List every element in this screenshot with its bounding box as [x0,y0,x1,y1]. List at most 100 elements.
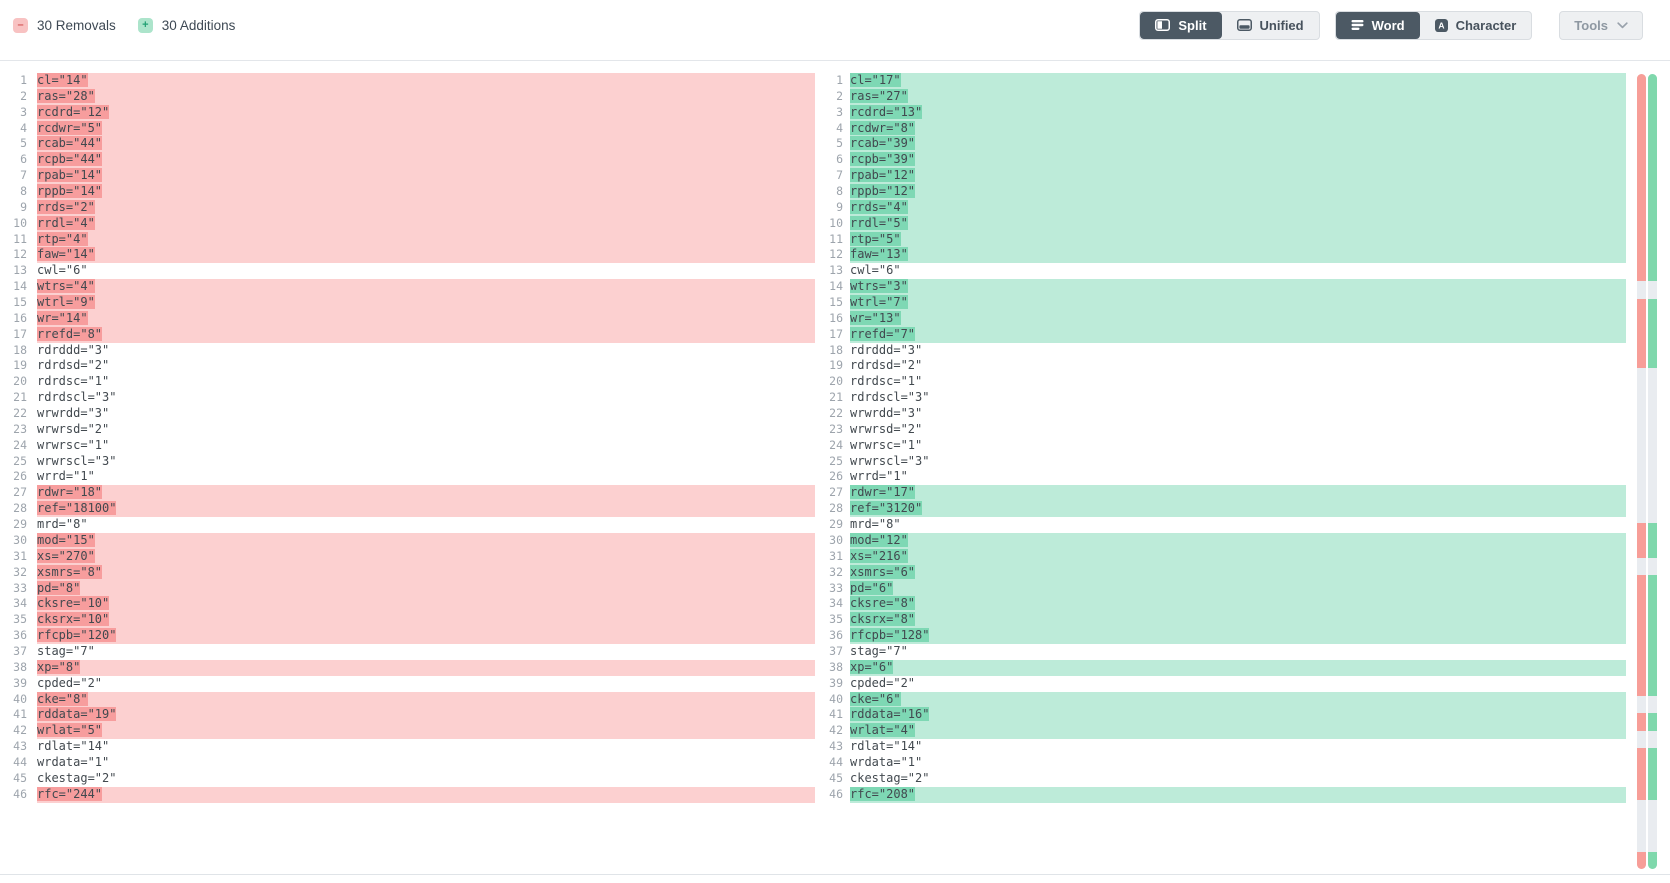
right-code-cell: pd="6" [850,580,1626,597]
removed-word: rfc="244" [37,786,103,801]
character-diff-label: Character [1455,17,1517,33]
minimap-addition-segment [1648,246,1657,265]
minimap-removal-segment [1637,540,1646,558]
left-line-number: 4 [20,120,27,135]
removals-count-label: 30 Removals [37,17,116,33]
left-line-number: 13 [13,263,27,278]
right-code-cell: rfcpb="128" [850,628,1626,644]
right-line-number: 1 [836,73,843,87]
left-code-cell: cl="14" [37,73,815,89]
minimap-addition-segment [1648,177,1657,195]
minimap-removal-segment [1637,246,1646,265]
left-line-number: 33 [13,580,27,595]
minimap-addition-segment [1648,834,1657,852]
right-code-cell: wrwrsd="2" [850,421,923,436]
removed-word: rcdrd="12" [37,104,110,119]
diff-row: 22 wrwrdd="3" 22 wrwrdd="3" [0,406,1670,422]
left-line-number: 15 [13,295,27,310]
tools-label: Tools [1574,17,1608,33]
right-line-number: 36 [829,628,843,643]
diff-row: 5 rcab="44" 5 rcab="39" [0,136,1670,153]
character-diff-button[interactable]: A Character [1420,12,1532,39]
right-line-number: 15 [829,295,843,310]
minimap-removal-segment [1637,678,1646,697]
left-code-cell: stag="7" [37,643,95,658]
granularity-toggle: Word A Character [1334,10,1533,40]
left-line-number: 17 [13,326,27,341]
right-code-cell: wtrs="3" [850,279,1626,296]
right-code-cell: faw="13" [850,247,1626,264]
left-code-cell: rdlat="14" [37,739,110,754]
left-code-cell: faw="14" [37,247,815,264]
diff-row: 15 wtrl="9" 15 wtrl="7" [0,295,1670,311]
split-view-button[interactable]: Split [1140,11,1222,39]
added-word: wtrs="3" [850,279,908,294]
left-line-number: 37 [13,643,27,658]
svg-text:A: A [1438,20,1444,30]
minimap-addition-segment [1648,747,1657,766]
minimap-addition-segment [1648,575,1657,593]
added-word: rrds="4" [850,199,908,214]
added-word: rrefd="7" [850,326,916,341]
minimap-addition-segment [1648,367,1657,386]
minimap-addition-segment [1648,782,1657,800]
right-line-number: 3 [836,104,843,119]
removed-word: xs="270" [37,548,95,563]
minimap-removal-segment [1637,488,1646,507]
added-word: rfcpb="128" [850,628,930,643]
right-line-number: 18 [829,342,843,357]
left-code-cell: xs="270" [37,548,815,565]
added-word: rcpb="39" [850,152,916,167]
right-code-cell: wr="13" [850,310,1626,327]
removed-word: faw="14" [37,247,95,262]
left-line-number: 34 [13,596,27,611]
right-line-number: 45 [829,770,843,785]
chevron-down-icon [1617,21,1628,29]
minimap-removal-segment [1637,350,1646,368]
left-line-number: 3 [20,104,27,119]
word-diff-label: Word [1371,17,1405,33]
diff-row: 42 wrlat="5" 42 wrlat="4" [0,723,1670,740]
removed-word: rppb="14" [37,184,103,199]
word-diff-button[interactable]: Word [1335,11,1420,39]
left-code-cell: rcdrd="12" [37,104,815,121]
right-code-cell: cke="6" [850,691,1626,708]
right-code-cell: rppb="12" [850,184,1626,200]
diff-row: 13 cwl="6" 13 cwl="6" [0,263,1670,279]
minimap-removal-segment [1637,143,1646,161]
minimap-removal-segment [1637,91,1646,109]
minimap-addition-segment [1648,851,1657,869]
left-line-number: 32 [13,564,27,579]
left-line-number: 16 [13,310,27,325]
left-code-cell: ref="18100" [37,501,815,518]
right-code-cell: wtrl="7" [850,295,1626,311]
removed-word: rpab="14" [37,168,103,183]
minimap-addition-segment [1648,609,1657,627]
minimap-addition-segment [1648,160,1657,178]
minimap-removal-segment [1637,661,1646,679]
right-line-number: 39 [829,675,843,690]
left-line-number: 39 [13,675,27,690]
added-word: pd="6" [850,580,894,595]
left-line-number: 36 [13,628,27,643]
right-line-number: 43 [829,739,843,754]
tools-dropdown-button[interactable]: Tools [1559,10,1643,40]
right-line-number: 16 [829,310,843,325]
right-line-number: 27 [829,485,843,500]
diff-row: 37 stag="7" 37 stag="7" [0,644,1670,660]
right-line-number: 4 [836,120,843,135]
removed-word: rcab="44" [37,136,103,151]
diff-row: 41 rddata="19" 41 rddata="16" [0,707,1670,724]
left-line-number: 7 [20,168,27,183]
right-code-cell: cwl="6" [850,263,901,278]
right-line-number: 17 [829,326,843,341]
unified-view-button[interactable]: Unified [1222,12,1319,39]
left-code-cell: cksrx="10" [37,612,815,629]
minimap-addition-segment [1648,125,1657,144]
left-line-number: 19 [13,358,27,373]
right-code-cell: rtp="5" [850,231,1626,248]
minimap-removal-segment [1637,523,1646,541]
removed-word: cksre="10" [37,596,110,611]
removed-word: rddata="19" [37,707,117,722]
right-line-number: 37 [829,643,843,658]
